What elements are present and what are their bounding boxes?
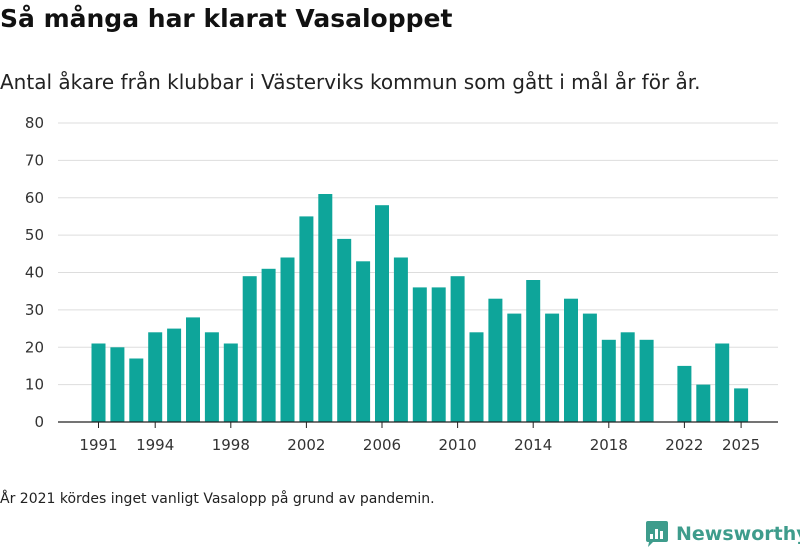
bar-2010 (450, 276, 465, 422)
x-tick-label: 2022 (665, 436, 703, 454)
bar-2013 (507, 313, 522, 422)
x-tick-label: 2002 (287, 436, 325, 454)
bar-2014 (526, 280, 541, 422)
brand-name: Newsworthy (676, 523, 800, 545)
x-tick-label: 2010 (439, 436, 477, 454)
bar-1998 (223, 343, 238, 422)
bar-1999 (242, 276, 257, 422)
bar-2024 (715, 343, 730, 422)
bar-2008 (412, 287, 427, 422)
bar-2004 (337, 238, 352, 422)
bar-2016 (564, 298, 578, 422)
y-tick-label: 20 (25, 338, 44, 356)
bar-chart: 0 10 20 30 40 50 60 70 80 1991 1994 1998 2002 2006 20… (25, 114, 778, 454)
bar-1993 (129, 358, 144, 422)
bar-2007 (393, 257, 408, 422)
bar-2001 (280, 257, 295, 422)
x-tick-label: 1994 (136, 436, 174, 454)
chart-subtitle: Antal åkare från klubbar i Västerviks ko… (0, 70, 701, 94)
bar-2015 (545, 313, 560, 422)
bar-2018 (601, 339, 616, 422)
chart-title: Så många har klarat Vasaloppet (0, 4, 453, 33)
y-tick-label: 80 (25, 114, 44, 132)
bar-1994 (148, 332, 163, 422)
y-tick-label: 30 (25, 301, 44, 319)
x-tick-label: 1998 (212, 436, 250, 454)
bar-2023 (696, 384, 711, 422)
bar-1997 (204, 332, 219, 422)
footnote: År 2021 kördes inget vanligt Vasalopp på… (0, 491, 435, 507)
x-tick-label: 2025 (722, 436, 760, 454)
y-tick-label: 0 (34, 413, 44, 431)
y-tick-label: 60 (25, 189, 44, 207)
bar-2012 (488, 298, 503, 422)
bar-2025 (734, 388, 749, 422)
bar-2019 (620, 332, 635, 422)
x-tick-label: 2014 (514, 436, 552, 454)
bar-1995 (167, 328, 182, 422)
bar-2000 (261, 268, 276, 422)
bar-2009 (431, 287, 446, 422)
bar-1991 (91, 343, 106, 422)
bar-2002 (299, 216, 314, 422)
y-tick-label: 50 (25, 226, 44, 244)
bars (91, 194, 749, 423)
bar-2017 (582, 313, 597, 422)
x-axis-ticks: 1991 1994 1998 2002 2006 2010 2014 2018 2022 2025 (79, 422, 760, 454)
y-axis-labels: 0 10 20 30 40 50 60 70 80 (25, 114, 44, 431)
bar-2005 (356, 261, 371, 422)
y-tick-label: 40 (25, 264, 44, 282)
bar-1996 (186, 317, 200, 422)
bar-2006 (375, 205, 389, 422)
bar-1992 (110, 347, 125, 423)
bar-2020 (639, 339, 654, 422)
y-tick-label: 10 (25, 376, 44, 394)
x-tick-label: 2006 (363, 436, 401, 454)
x-tick-label: 2018 (590, 436, 628, 454)
y-tick-label: 70 (25, 151, 44, 169)
bar-2022 (677, 365, 692, 422)
bar-2011 (469, 332, 484, 422)
x-tick-label: 1991 (79, 436, 117, 454)
newsworthy-logo-icon (646, 521, 668, 547)
brand-logo: Newsworthy (644, 519, 800, 549)
bar-2003 (318, 194, 333, 422)
